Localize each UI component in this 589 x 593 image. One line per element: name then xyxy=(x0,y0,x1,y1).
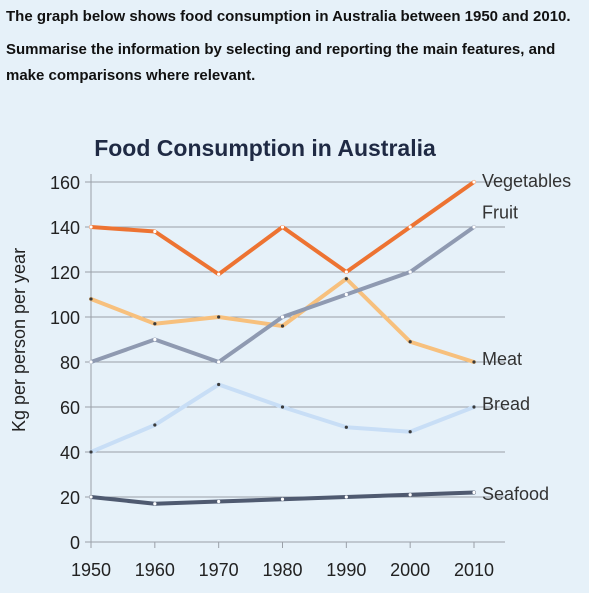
data-point-seafood xyxy=(280,497,285,501)
data-point-seafood xyxy=(89,495,93,499)
series-label-bread: Bread xyxy=(482,394,530,414)
series-lines xyxy=(89,180,476,506)
series-label-fruit: Fruit xyxy=(482,203,518,223)
data-point-bread xyxy=(89,450,93,454)
y-tick-label: 0 xyxy=(70,533,80,553)
y-tick-label: 100 xyxy=(50,308,80,328)
task-prompt: The graph below shows food consumption i… xyxy=(6,4,581,89)
x-tick-label: 2010 xyxy=(454,560,494,580)
data-point-vegetables xyxy=(89,225,93,229)
x-tick-label: 2000 xyxy=(390,560,430,580)
data-point-fruit xyxy=(153,337,157,342)
data-point-vegetables xyxy=(153,229,157,234)
y-tick-label: 20 xyxy=(60,488,80,508)
data-point-meat xyxy=(344,277,348,281)
data-point-meat xyxy=(153,322,157,326)
data-point-seafood xyxy=(344,495,348,499)
data-point-fruit xyxy=(280,315,285,319)
prompt-line-2: Summarise the information by selecting a… xyxy=(6,41,556,84)
y-tick-label: 140 xyxy=(50,218,80,238)
x-tick-label: 1990 xyxy=(326,560,366,580)
data-point-vegetables xyxy=(472,180,476,184)
data-point-vegetables xyxy=(217,272,221,276)
data-point-meat xyxy=(472,360,476,364)
series-line-bread xyxy=(89,382,476,454)
data-point-fruit xyxy=(217,360,221,364)
x-tick-label: 1970 xyxy=(199,560,239,580)
y-tick-labels: 0 20 40 60 80 100 120 140 160 xyxy=(50,173,80,553)
series-labels: Bread Meat Fruit Vegetables Seafood xyxy=(482,171,571,504)
y-axis-label: Kg per person per year xyxy=(9,248,29,432)
data-point-seafood xyxy=(217,499,221,504)
data-point-meat xyxy=(408,340,412,344)
data-point-seafood xyxy=(472,490,476,495)
data-point-fruit xyxy=(89,360,93,364)
y-tick-label: 80 xyxy=(60,353,80,373)
y-tick-label: 60 xyxy=(60,398,80,418)
data-point-meat xyxy=(217,315,221,319)
data-point-seafood xyxy=(408,493,412,497)
data-point-bread xyxy=(472,405,476,409)
y-tick-label: 120 xyxy=(50,263,80,283)
data-point-fruit xyxy=(472,225,476,229)
y-tick-label: 40 xyxy=(60,443,80,463)
data-point-bread xyxy=(217,382,221,387)
data-point-seafood xyxy=(153,502,157,506)
data-point-bread xyxy=(408,430,412,434)
data-point-bread xyxy=(280,405,285,409)
series-label-seafood: Seafood xyxy=(482,484,549,504)
chart-title: Food Consumption in Australia xyxy=(94,135,436,161)
x-tick-label: 1950 xyxy=(71,560,111,580)
data-point-fruit xyxy=(408,270,412,274)
data-point-vegetables xyxy=(408,225,412,229)
x-tick-label: 1980 xyxy=(262,560,302,580)
data-point-meat xyxy=(89,297,93,301)
series-line-meat xyxy=(89,276,476,364)
prompt-line-1: The graph below shows food consumption i… xyxy=(6,8,571,25)
data-point-bread xyxy=(153,423,157,427)
y-tick-label: 160 xyxy=(50,173,80,193)
data-point-vegetables xyxy=(280,225,285,229)
data-point-bread xyxy=(344,425,348,429)
x-tick-label: 1960 xyxy=(135,560,175,580)
series-label-meat: Meat xyxy=(482,349,522,369)
series-label-vegetables: Vegetables xyxy=(482,171,571,191)
data-point-vegetables xyxy=(344,270,348,274)
data-point-meat xyxy=(280,324,285,328)
data-point-fruit xyxy=(344,292,348,297)
x-tick-labels: 1950 1960 1970 1980 1990 2000 2010 xyxy=(71,542,494,580)
